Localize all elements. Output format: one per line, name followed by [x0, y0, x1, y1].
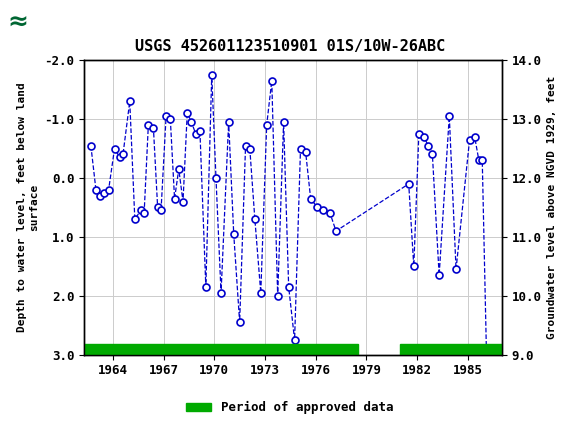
Text: ≈: ≈ — [7, 11, 28, 34]
Bar — [84, 344, 358, 358]
Text: USGS 452601123510901 01S/10W-26ABC: USGS 452601123510901 01S/10W-26ABC — [135, 39, 445, 54]
Y-axis label: Groundwater level above NGVD 1929, feet: Groundwater level above NGVD 1929, feet — [547, 76, 557, 339]
Text: USGS: USGS — [61, 14, 116, 31]
Y-axis label: Depth to water level, feet below land
surface: Depth to water level, feet below land su… — [17, 83, 39, 332]
Legend: Period of approved data: Period of approved data — [181, 396, 399, 419]
FancyBboxPatch shape — [6, 4, 55, 41]
Bar — [400, 344, 502, 358]
